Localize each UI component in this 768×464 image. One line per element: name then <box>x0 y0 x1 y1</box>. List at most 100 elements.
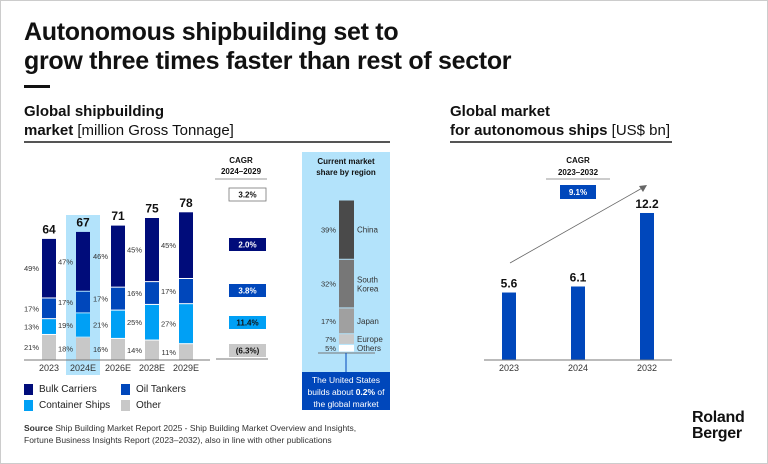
bar-segment-bulk <box>179 212 193 278</box>
bar-segment-container <box>42 319 56 334</box>
segment-label: 17% <box>93 295 108 304</box>
legend-swatch <box>121 400 130 411</box>
page-title: Autonomous shipbuilding set to grow thre… <box>24 18 512 76</box>
cagr-box <box>560 185 596 199</box>
total-label: 75 <box>145 202 159 216</box>
source-line-1: Ship Building Market Report 2025 - Ship … <box>52 423 357 433</box>
right-heading-line-1: Global market <box>450 103 551 120</box>
right-separator <box>450 141 672 143</box>
cagr-value-total: 3.2% <box>238 191 256 200</box>
cagr-value-bulk: 2.0% <box>238 241 256 250</box>
total-label: 71 <box>111 209 125 223</box>
cagr-value-oil: 3.8% <box>238 287 256 296</box>
region-share-label: 7% <box>325 335 336 344</box>
bar-segment-oil <box>42 298 56 319</box>
legend-label: Oil Tankers <box>136 384 186 395</box>
bar-value-label: 12.2 <box>635 197 659 211</box>
legend-label: Container Ships <box>39 400 111 411</box>
bar-segment-other <box>111 338 125 360</box>
autonomous-bar <box>502 292 516 360</box>
note-bold: 0.2% <box>355 387 376 397</box>
note-line-2b: of <box>375 387 385 397</box>
segment-label: 45% <box>127 246 142 255</box>
legend-container: Container Ships <box>24 400 110 411</box>
left-separator <box>24 141 390 143</box>
logo-line-1: Roland <box>692 409 745 426</box>
bar-segment-oil <box>111 287 125 310</box>
region-share-label: 39% <box>321 226 336 235</box>
bar-segment-oil <box>179 278 193 304</box>
segment-label: 25% <box>127 318 142 327</box>
segment-label: 21% <box>24 343 39 352</box>
region-title-2: share by region <box>316 168 376 177</box>
bar-segment-oil <box>76 291 90 313</box>
note-line-1: The United States <box>311 375 381 385</box>
segment-label: 11% <box>162 348 177 357</box>
cagr-value-container: 11.4% <box>236 319 258 328</box>
segment-label: 17% <box>58 298 73 307</box>
bar-segment-other <box>42 334 56 360</box>
legend-oil: Oil Tankers <box>121 384 186 395</box>
source-line-2: Fortune Business Insights Report (2023–2… <box>24 435 332 445</box>
legend-other: Other <box>121 400 161 411</box>
logo-line-2: Berger <box>692 425 742 442</box>
total-label: 78 <box>179 196 193 210</box>
segment-label: 14% <box>127 346 142 355</box>
region-segment-others <box>339 344 354 352</box>
legend-bulk: Bulk Carriers <box>24 384 97 395</box>
autonomous-bar <box>571 286 585 360</box>
bar-segment-container <box>111 310 125 338</box>
region-title-1: Current market <box>317 157 375 166</box>
total-label: 64 <box>42 222 56 236</box>
left-heading-line-2: market <box>24 122 74 139</box>
right-section-heading: Global market for autonomous ships [US$ … <box>450 102 670 140</box>
growth-arrow <box>509 186 645 264</box>
source-note: Source Ship Building Market Report 2025 … <box>24 422 356 446</box>
segment-label: 17% <box>161 287 176 296</box>
cagr-box-total <box>228 187 267 202</box>
legend-swatch <box>121 384 130 395</box>
region-segment-japan <box>339 308 354 334</box>
bar-segment-container <box>145 304 159 340</box>
bar-segment-bulk <box>111 225 125 287</box>
region-name: China <box>357 226 378 235</box>
left-heading-unit: [million Gross Tonnage] <box>77 122 234 139</box>
bar-segment-other <box>76 337 90 360</box>
legend-label: Other <box>136 400 162 411</box>
title-accent-bar <box>24 85 50 88</box>
cagr-value-other: (6.3%) <box>236 347 260 356</box>
x-tick-label: 2023 <box>39 363 59 373</box>
cagr-box-other <box>229 344 266 357</box>
segment-label: 49% <box>24 264 39 273</box>
right-heading-line-2: for autonomous ships <box>450 122 608 139</box>
segment-label: 27% <box>161 320 176 329</box>
bar-segment-container <box>76 313 90 337</box>
left-section-heading: Global shipbuilding market [million Gros… <box>24 102 234 140</box>
cagr-box-container <box>229 316 266 329</box>
x-tick-label: 2024E <box>70 363 96 373</box>
segment-label: 19% <box>58 321 73 330</box>
left-heading-line-1: Global shipbuilding <box>24 103 164 120</box>
x-tick-label: 2028E <box>139 363 165 373</box>
x-tick-label: 2023 <box>499 363 519 373</box>
right-heading-unit: [US$ bn] <box>611 122 671 139</box>
legend-label: Bulk Carriers <box>39 384 97 395</box>
region-name: Korea <box>357 285 379 294</box>
bar-segment-other <box>145 340 159 360</box>
legend-swatch <box>24 400 33 411</box>
region-share-label: 5% <box>325 344 336 353</box>
region-segment-korea <box>339 259 354 308</box>
x-tick-label: 2026E <box>105 363 131 373</box>
segment-label: 13% <box>24 323 39 332</box>
title-line-2: grow three times faster than rest of sec… <box>24 47 512 75</box>
segment-label: 47% <box>58 257 73 266</box>
bar-segment-oil <box>145 282 159 304</box>
cagr-header: CAGR <box>229 156 253 165</box>
region-name: Europe <box>357 335 383 344</box>
region-name: South <box>357 276 378 285</box>
bar-value-label: 6.1 <box>570 270 587 284</box>
x-tick-label: 2032 <box>637 363 657 373</box>
segment-label: 18% <box>58 345 73 354</box>
segment-label: 21% <box>93 320 108 329</box>
